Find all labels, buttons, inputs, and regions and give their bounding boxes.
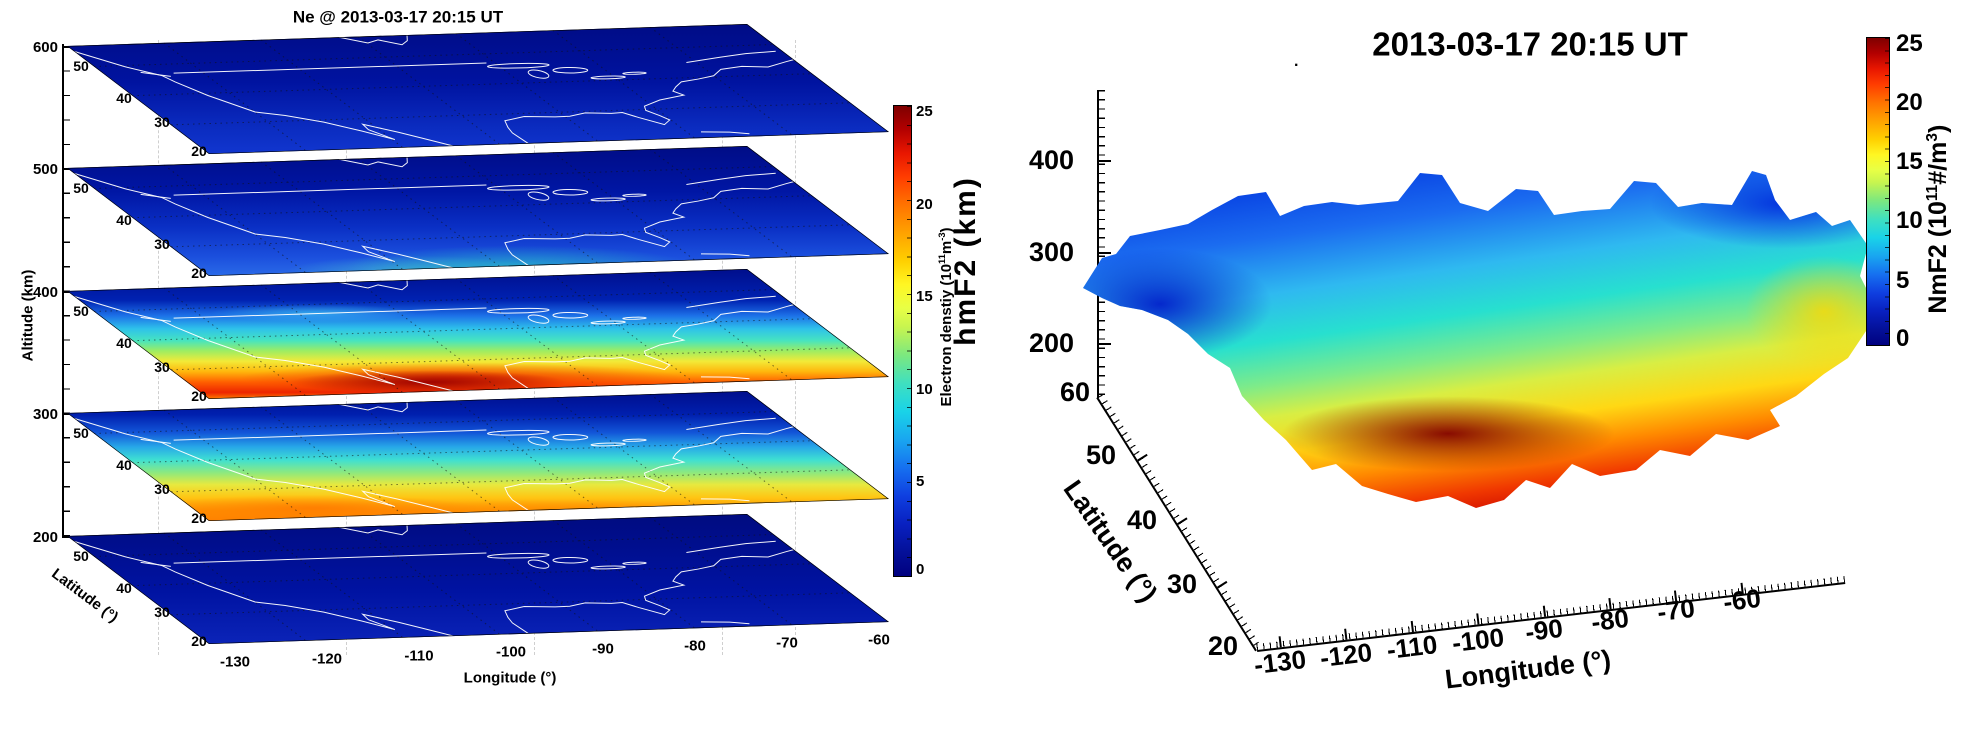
right-lon-tick-label: -60 — [1721, 582, 1763, 618]
right-lon-tick-label: -120 — [1318, 636, 1374, 674]
right-colorbar-tick-label: 25 — [1896, 30, 1923, 57]
altitude-tick-label: 500 — [32, 161, 58, 178]
right-lon-tick-label: -70 — [1655, 592, 1697, 628]
right-lon-tick-label: -100 — [1450, 621, 1506, 659]
lat-tick-label: 50 — [73, 303, 89, 319]
hmf2-tick-label: 300 — [1028, 237, 1074, 267]
lat-tick-label: 50 — [73, 180, 89, 196]
right-colorbar-title-text: #/m — [1924, 141, 1953, 185]
right-colorbar-title: NmF2 (1011#/m3) — [1923, 69, 1953, 369]
left-colorbar-tick-label: 15 — [916, 288, 933, 305]
lat-tick-label: 40 — [116, 212, 132, 228]
left-latitude-axis-title: Latitude (°) — [48, 565, 122, 627]
lat-tick-label: 30 — [154, 359, 170, 375]
lat-tick-label: 20 — [191, 388, 207, 404]
left-colorbar-title-sup: -3 — [937, 232, 947, 241]
lon-tick-label: -130 — [219, 653, 251, 671]
left-colorbar-tick-label: 25 — [916, 103, 933, 120]
lat-tick-label: 20 — [191, 633, 207, 649]
hmf2-tick-label: 400 — [1028, 145, 1074, 175]
right-colorbar-tick-label: 15 — [1896, 148, 1923, 175]
right-lat-tick-label: 20 — [1207, 631, 1238, 661]
left-plot-title: Ne @ 2013-03-17 20:15 UT — [292, 7, 504, 27]
right-colorbar-tick-label: 20 — [1896, 89, 1923, 116]
right-lat-tick-label: 30 — [1166, 569, 1197, 599]
lon-tick-label: -100 — [495, 643, 527, 661]
slice-600km — [67, 24, 889, 154]
right-colorbar-tick-label: 5 — [1896, 267, 1910, 294]
right-colorbar-ticks — [1885, 38, 1889, 345]
hmf2-axis-major-tick — [1098, 343, 1111, 345]
hmf2-tick-label: 200 — [1028, 328, 1074, 358]
left-colorbar — [893, 105, 912, 577]
hmf2-axis-minor-ticks — [1098, 90, 1105, 396]
left-colorbar-tick-label: 10 — [916, 381, 933, 398]
lat-tick-label: 20 — [191, 143, 207, 159]
altitude-tick-label: 200 — [32, 529, 58, 546]
hmf2-axis-major-tick — [1098, 252, 1111, 254]
slice-500km — [67, 146, 889, 276]
slice-400km — [67, 269, 889, 399]
lat-tick-label: 30 — [154, 236, 170, 252]
hmf2-surface — [1083, 171, 1876, 508]
left-colorbar-ticks — [907, 106, 911, 576]
hmf2-axis-major-tick — [1098, 160, 1111, 162]
altitude-axis-line — [62, 44, 64, 538]
left-longitude-axis-title: Longitude (°) — [463, 669, 557, 687]
right-lon-tick-label: -90 — [1523, 612, 1565, 648]
right-lat-tick-label: 50 — [1085, 440, 1116, 470]
lat-tick-label: 40 — [116, 580, 132, 596]
left-colorbar-tick-label: 0 — [916, 561, 925, 578]
lon-tick-label: -110 — [404, 647, 434, 665]
right-colorbar-tick-label: 0 — [1896, 325, 1910, 352]
lat-tick-label: 30 — [154, 604, 170, 620]
lat-tick-label: 50 — [73, 548, 89, 564]
hmf2-axis-line — [1097, 90, 1099, 398]
lon-tick-label: -120 — [311, 650, 343, 668]
lon-tick-label: -60 — [868, 631, 890, 649]
altitude-tick-label: 400 — [32, 284, 58, 301]
lat-tick-label: 20 — [191, 265, 207, 281]
altitude-tick-label: 600 — [32, 39, 58, 56]
right-lon-tick-label: -130 — [1252, 643, 1308, 681]
right-colorbar-title-sup: 3 — [1923, 133, 1941, 142]
right-colorbar-title-text: NmF2 (10 — [1924, 201, 1953, 314]
lon-tick-label: -90 — [592, 640, 614, 658]
altitude-tick-label: 300 — [32, 406, 58, 423]
lat-tick-label: 50 — [73, 58, 89, 74]
altitude-axis-title: Altitude (km) — [19, 269, 37, 362]
left-colorbar-title-sup: 11 — [937, 254, 947, 264]
right-lon-tick-label: -80 — [1589, 602, 1631, 638]
right-lat-tick-label: 40 — [1126, 505, 1157, 535]
lat-tick-label: 30 — [154, 481, 170, 497]
lon-tick-label: -70 — [776, 634, 798, 652]
lat-tick-label: 40 — [116, 335, 132, 351]
stray-dot: . — [1294, 53, 1299, 70]
right-colorbar-tick-label: 10 — [1896, 207, 1923, 234]
right-colorbar-title-sup: 11 — [1923, 184, 1941, 202]
lat-tick-label: 30 — [154, 114, 170, 130]
right-colorbar-title-text: ) — [1924, 124, 1953, 134]
lat-tick-label: 40 — [116, 90, 132, 106]
lat-tick-label: 40 — [116, 457, 132, 473]
left-colorbar-tick-label: 5 — [916, 473, 925, 490]
hmf2-axis-title: hmF2 (km) — [949, 176, 982, 346]
slice-300km — [67, 391, 889, 521]
right-colorbar — [1866, 37, 1890, 346]
right-plot-title: 2013-03-17 20:15 UT — [1372, 25, 1688, 63]
right-lat-tick-label: 60 — [1059, 377, 1090, 407]
lon-tick-label: -80 — [684, 637, 706, 655]
lat-tick-label: 20 — [191, 510, 207, 526]
right-lon-tick-label: -110 — [1385, 629, 1439, 665]
slice-200km — [67, 514, 889, 644]
left-colorbar-tick-label: 20 — [916, 196, 933, 213]
lat-tick-label: 50 — [73, 425, 89, 441]
